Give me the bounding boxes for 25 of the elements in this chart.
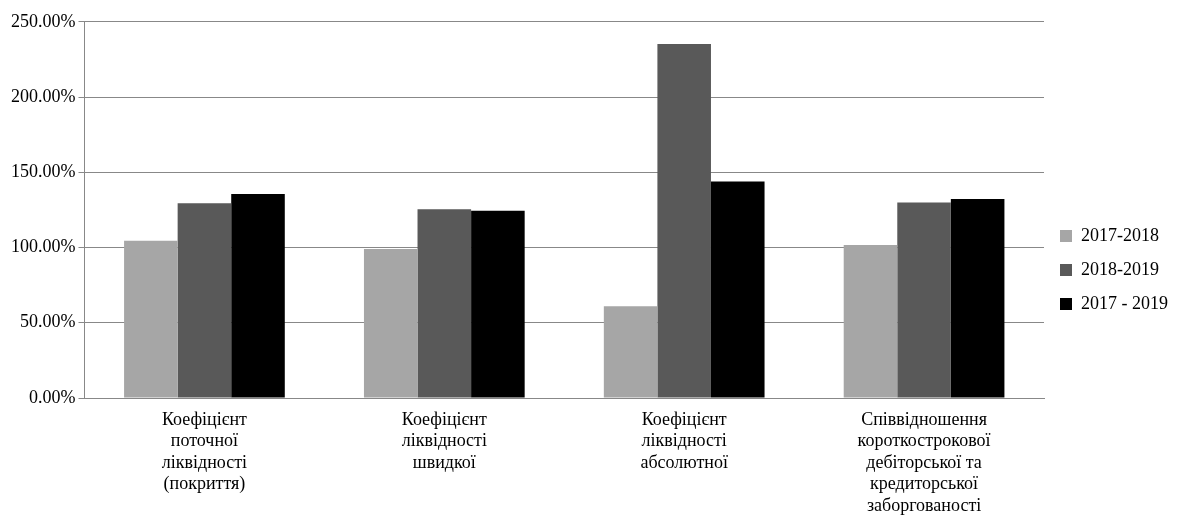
legend-label: 2017-2018 (1081, 224, 1160, 245)
bar (897, 202, 951, 398)
y-tick-label: 50.00% (19, 311, 76, 332)
bar (124, 240, 178, 398)
bar (417, 209, 472, 398)
x-tick-label: Коефіцієнт ліквідності швидкої (401, 408, 487, 472)
bar (950, 198, 1005, 398)
y-tick-label: 250.00% (10, 10, 76, 31)
bar (471, 210, 525, 398)
x-tick-label: Коефіцієнт поточної ліквідності (покриття) (161, 408, 248, 495)
bar (657, 43, 711, 398)
legend-label: 2017 - 2019 (1081, 292, 1169, 313)
bar (710, 181, 765, 398)
y-tick-label: 200.00% (10, 85, 76, 106)
x-tick-label: Коефіцієнт ліквідності абсолютної (640, 408, 728, 472)
bar (177, 203, 232, 398)
bar (231, 193, 285, 398)
legend-label: 2018-2019 (1081, 258, 1160, 279)
bar (843, 244, 898, 398)
y-tick-label: 150.00% (10, 161, 76, 182)
y-tick-label: 100.00% (10, 236, 76, 257)
bar (603, 306, 658, 398)
bar (363, 249, 418, 398)
x-tick-label: Співвідношення короткострокової дебіторської та кредиторської заборгованості (857, 408, 991, 515)
y-tick-label: 0.00% (28, 386, 76, 407)
